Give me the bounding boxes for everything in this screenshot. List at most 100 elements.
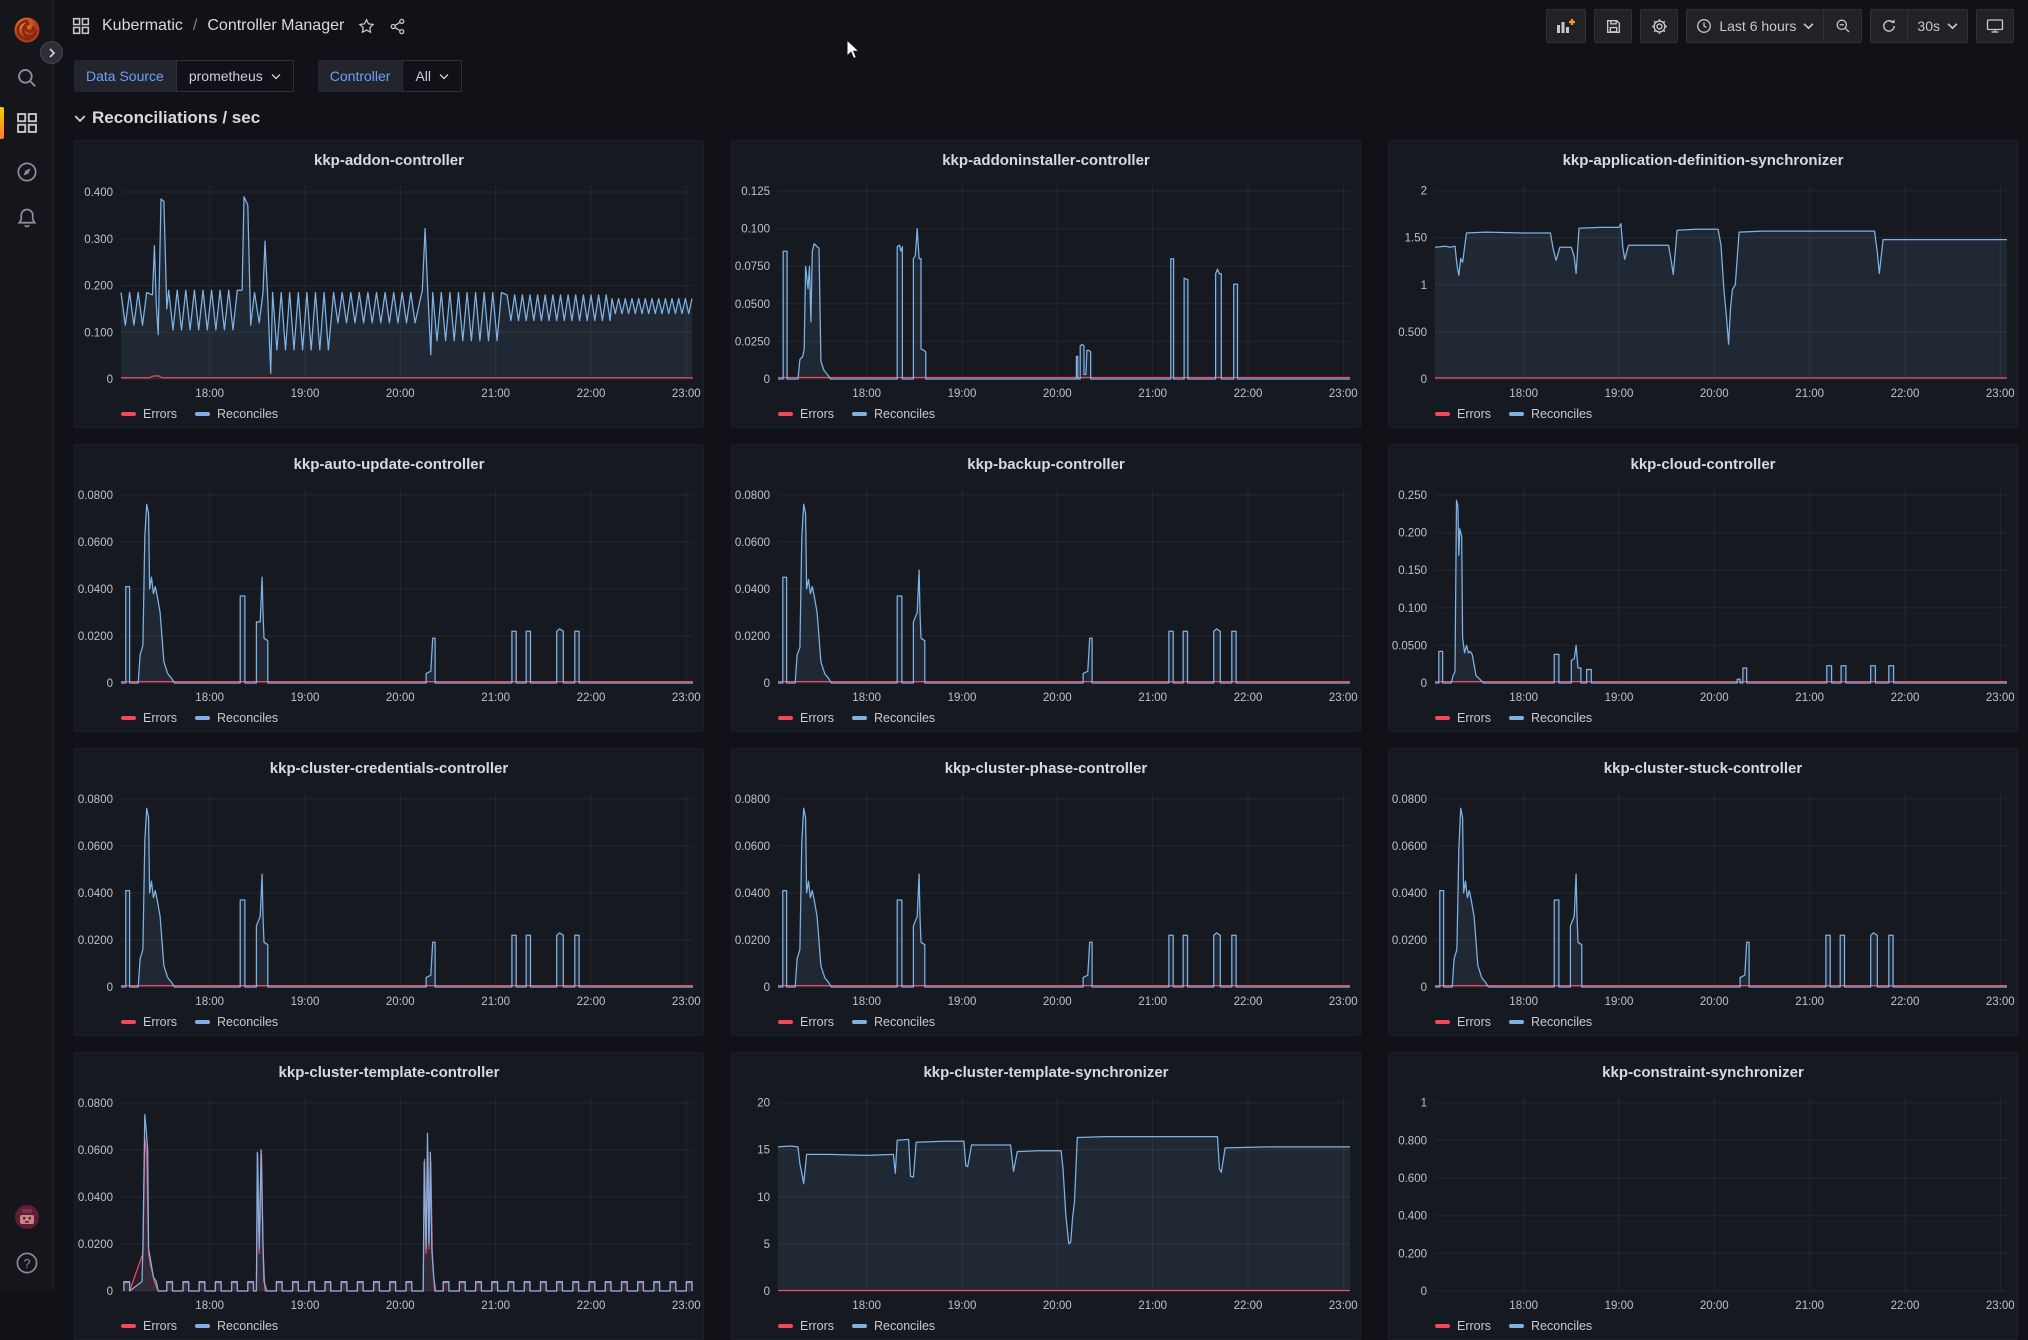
row-reconciliations[interactable]: Reconciliations / sec xyxy=(74,108,260,128)
panel-grid: kkp-addon-controller 0 0.100 0.200 0.300 0.40… xyxy=(74,140,2018,1340)
svg-text:0.0600: 0.0600 xyxy=(78,537,113,549)
time-series-chart[interactable]: 0 0.0250 0.0500 0.0750 0.100 0.125 18:00 19:00 2… xyxy=(732,141,1361,405)
svg-text:19:00: 19:00 xyxy=(948,692,977,704)
legend-item-errors[interactable]: Errors xyxy=(121,711,177,725)
time-series-chart[interactable]: 0 5 10 15 20 18:00 19:00 20:00 21:00 22:00 23:00 xyxy=(732,1053,1361,1317)
refresh-interval-picker[interactable]: 30s xyxy=(1908,9,1968,43)
legend-item-reconciles[interactable]: Reconciles xyxy=(1509,407,1592,421)
time-series-chart[interactable]: 0 0.100 0.200 0.300 0.400 18:00 19:00 20:00 21:0… xyxy=(75,141,704,405)
panel-title[interactable]: kkp-cluster-template-controller xyxy=(278,1063,500,1081)
time-series-chart[interactable]: 0 0.0200 0.0400 0.0600 0.0800 18:00 19:00 20:00… xyxy=(75,1053,704,1317)
time-series-chart[interactable]: 0 0.0200 0.0400 0.0600 0.0800 18:00 19:00 20:00… xyxy=(75,445,704,709)
sidebar-item-alerting[interactable] xyxy=(0,198,54,238)
panel-title[interactable]: kkp-constraint-synchronizer xyxy=(1602,1063,1804,1081)
grafana-logo[interactable] xyxy=(0,10,54,50)
legend-item-errors[interactable]: Errors xyxy=(121,1319,177,1333)
legend-item-reconciles[interactable]: Reconciles xyxy=(1509,1319,1592,1333)
chart-legend: Errors Reconciles xyxy=(121,1015,278,1029)
zoom-out-time-button[interactable] xyxy=(1824,9,1863,43)
controller-select[interactable]: All xyxy=(402,60,463,92)
svg-text:0.0750: 0.0750 xyxy=(735,261,770,273)
legend-item-errors[interactable]: Errors xyxy=(121,1015,177,1029)
time-series-chart[interactable]: 0 0.0200 0.0400 0.0600 0.0800 18:00 19:00 20:00… xyxy=(1389,749,2018,1013)
svg-text:23:00: 23:00 xyxy=(672,692,701,704)
time-series-chart[interactable]: 0 0.0200 0.0400 0.0600 0.0800 18:00 19:00 20:00… xyxy=(732,749,1361,1013)
legend-item-reconciles[interactable]: Reconciles xyxy=(852,711,935,725)
expand-sidebar-button[interactable] xyxy=(40,41,63,64)
dashboard-settings-button[interactable] xyxy=(1640,9,1679,43)
panel-title[interactable]: kkp-application-definition-synchronizer xyxy=(1562,151,1844,169)
reconciles-swatch xyxy=(1509,1324,1525,1328)
reconciles-swatch xyxy=(1509,716,1525,720)
legend-item-reconciles[interactable]: Reconciles xyxy=(195,711,278,725)
panel-title[interactable]: kkp-backup-controller xyxy=(967,455,1125,473)
panel-kkp-cluster-credentials-controller: kkp-cluster-credentials-controller 0 0.020… xyxy=(74,748,704,1036)
breadcrumb-dashboard-title[interactable]: Controller Manager xyxy=(207,17,345,34)
panel-title[interactable]: kkp-cluster-credentials-controller xyxy=(269,759,509,777)
time-series-chart[interactable]: 0 0.200 0.400 0.600 0.800 1 18:00 19:00 20:00 21:… xyxy=(1389,1053,2018,1317)
user-avatar[interactable] xyxy=(0,1197,54,1237)
svg-text:20:00: 20:00 xyxy=(386,996,415,1008)
legend-label: Errors xyxy=(143,711,178,725)
svg-text:22:00: 22:00 xyxy=(1234,388,1263,400)
legend-item-errors[interactable]: Errors xyxy=(1435,1015,1491,1029)
legend-item-errors[interactable]: Errors xyxy=(1435,711,1491,725)
panel-title[interactable]: kkp-cluster-stuck-controller xyxy=(1603,759,1803,777)
legend-item-reconciles[interactable]: Reconciles xyxy=(195,407,278,421)
svg-text:0.0250: 0.0250 xyxy=(735,336,770,348)
share-button[interactable] xyxy=(389,18,406,35)
svg-text:0: 0 xyxy=(1421,678,1427,690)
legend-item-reconciles[interactable]: Reconciles xyxy=(852,1319,935,1333)
svg-text:0.0800: 0.0800 xyxy=(78,1098,113,1110)
sidebar-item-help[interactable]: ? xyxy=(0,1243,54,1283)
legend-item-reconciles[interactable]: Reconciles xyxy=(852,1015,935,1029)
legend-item-errors[interactable]: Errors xyxy=(778,1319,834,1333)
svg-text:0.0400: 0.0400 xyxy=(78,584,113,596)
chevron-down-icon xyxy=(74,114,86,122)
sidebar-item-search[interactable] xyxy=(0,58,54,98)
panel-title[interactable]: kkp-cluster-phase-controller xyxy=(944,759,1148,777)
datasource-select[interactable]: prometheus xyxy=(175,60,294,92)
time-range-picker[interactable]: Last 6 hours xyxy=(1686,9,1825,43)
svg-text:19:00: 19:00 xyxy=(1605,388,1634,400)
legend-item-reconciles[interactable]: Reconciles xyxy=(195,1319,278,1333)
legend-item-reconciles[interactable]: Reconciles xyxy=(852,407,935,421)
legend-label: Errors xyxy=(800,1015,835,1029)
time-series-chart[interactable]: 0 0.500 1 1.50 2 18:00 19:00 20:00 21:00 22:00 23:… xyxy=(1389,141,2018,405)
legend-item-errors[interactable]: Errors xyxy=(778,1015,834,1029)
breadcrumb-folder[interactable]: Kubermatic xyxy=(102,17,183,34)
legend-label: Errors xyxy=(1457,711,1492,725)
legend-item-errors[interactable]: Errors xyxy=(1435,1319,1491,1333)
controller-filter: Controller All xyxy=(317,60,463,92)
panel-title[interactable]: kkp-auto-update-controller xyxy=(293,455,485,473)
add-panel-button[interactable] xyxy=(1546,9,1587,43)
refresh-button[interactable] xyxy=(1870,9,1909,43)
legend-item-reconciles[interactable]: Reconciles xyxy=(1509,711,1592,725)
panel-title[interactable]: kkp-addoninstaller-controller xyxy=(942,151,1150,169)
legend-item-errors[interactable]: Errors xyxy=(778,711,834,725)
legend-item-reconciles[interactable]: Reconciles xyxy=(1509,1015,1592,1029)
svg-text:0.250: 0.250 xyxy=(1398,490,1427,502)
time-series-chart[interactable]: 0 0.0200 0.0400 0.0600 0.0800 18:00 19:00 20:00… xyxy=(732,445,1361,709)
sidebar-item-explore[interactable] xyxy=(0,152,54,192)
save-dashboard-button[interactable] xyxy=(1594,9,1633,43)
svg-text:18:00: 18:00 xyxy=(195,996,224,1008)
time-series-chart[interactable]: 0 0.0500 0.100 0.150 0.200 0.250 18:00 19:00 20:… xyxy=(1389,445,2018,709)
cycle-view-mode-button[interactable] xyxy=(1976,9,2014,43)
sidebar-item-dashboards[interactable] xyxy=(0,103,54,143)
svg-text:0.100: 0.100 xyxy=(1398,603,1427,615)
panel-title[interactable]: kkp-cloud-controller xyxy=(1630,455,1776,473)
dashboard-filters: Data Source prometheus Controller All xyxy=(74,60,486,92)
legend-item-errors[interactable]: Errors xyxy=(778,407,834,421)
svg-text:5: 5 xyxy=(764,1239,770,1251)
time-series-chart[interactable]: 0 0.0200 0.0400 0.0600 0.0800 18:00 19:00 20:00… xyxy=(75,749,704,1013)
favorite-star-button[interactable] xyxy=(358,17,375,35)
legend-item-errors[interactable]: Errors xyxy=(121,407,177,421)
chart-legend: Errors Reconciles xyxy=(1435,711,1592,725)
legend-item-errors[interactable]: Errors xyxy=(1435,407,1491,421)
chart-legend: Errors Reconciles xyxy=(778,711,935,725)
svg-text:0.0200: 0.0200 xyxy=(78,1239,113,1251)
panel-title[interactable]: kkp-addon-controller xyxy=(313,151,464,169)
panel-title[interactable]: kkp-cluster-template-synchronizer xyxy=(923,1063,1169,1081)
legend-item-reconciles[interactable]: Reconciles xyxy=(195,1015,278,1029)
